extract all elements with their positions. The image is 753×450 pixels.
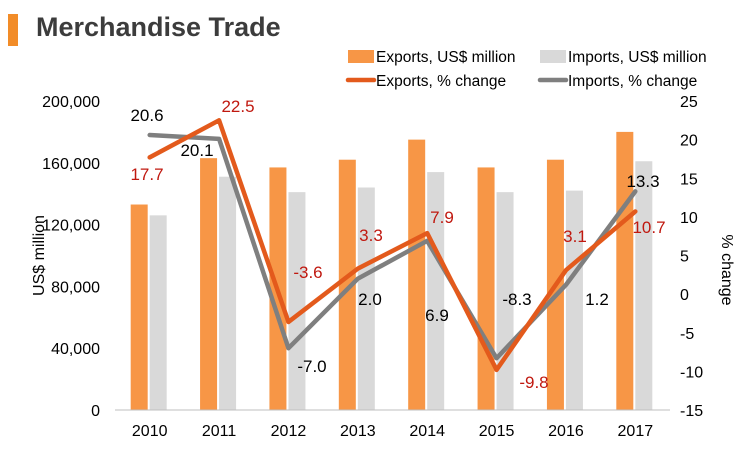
exports-change-data-label: 10.7: [632, 218, 665, 237]
legend-label: Imports, % change: [568, 73, 697, 90]
exports-change-data-label: 7.9: [430, 208, 454, 227]
x-axis-tick-label: 2010: [132, 423, 168, 440]
left-axis-tick-label: 0: [91, 403, 100, 420]
exports-bar: [200, 158, 218, 410]
x-axis-tick-label: 2012: [271, 423, 307, 440]
imports-change-data-label: 6.9: [425, 306, 449, 325]
imports-change-data-label: -8.3: [502, 290, 531, 309]
exports-bar: [338, 159, 356, 410]
exports-change-data-label: 17.7: [130, 165, 163, 184]
imports-change-line: [147, 132, 638, 361]
left-axis-title: US$ million: [31, 215, 48, 296]
right-axis-tick-label: -10: [680, 364, 703, 381]
legend-swatch: [348, 50, 374, 63]
x-axis-tick-label: 2017: [618, 423, 654, 440]
imports-bar: [427, 172, 445, 410]
right-axis-tick-label: 10: [680, 210, 698, 227]
exports-change-data-label: 22.5: [221, 97, 254, 116]
imports-bar: [357, 187, 375, 410]
exports-bar: [130, 204, 148, 410]
imports-change-data-label: 2.0: [358, 290, 382, 309]
x-axis-tick-label: 2014: [409, 423, 445, 440]
imports-change-data-label: 13.3: [626, 172, 659, 191]
exports-change-data-label: -9.8: [519, 373, 548, 392]
right-axis-tick-label: 20: [680, 133, 698, 150]
left-axis-tick-label: 120,000: [42, 218, 100, 235]
imports-change-data-label: 20.6: [130, 106, 163, 125]
right-axis-tick-label: 5: [680, 249, 689, 266]
imports-change-data-label: -7.0: [297, 357, 326, 376]
x-axis-tick-label: 2013: [340, 423, 376, 440]
right-axis-tick-label: -5: [680, 326, 694, 343]
right-axis-title: % change: [718, 234, 735, 305]
legend-swatch: [540, 50, 566, 63]
imports-bar: [565, 190, 583, 410]
chart-title: Merchandise Trade: [36, 12, 281, 42]
right-axis-tick-label: 25: [680, 94, 698, 111]
right-axis-tick-label: 0: [680, 287, 689, 304]
imports-bar: [288, 192, 306, 410]
left-axis-tick-label: 200,000: [42, 94, 100, 111]
imports-change-data-label: 20.1: [180, 141, 213, 160]
exports-bar: [477, 167, 495, 410]
exports-bar: [408, 139, 426, 410]
exports-change-data-label: 3.1: [563, 227, 587, 246]
left-axis-tick-label: 160,000: [42, 156, 100, 173]
legend-label: Exports, US$ million: [376, 49, 516, 66]
left-axis-tick-label: 40,000: [51, 341, 100, 358]
imports-bar: [219, 176, 237, 410]
title-accent-bar: [8, 14, 18, 46]
x-axis-tick-label: 2015: [479, 423, 515, 440]
left-axis-tick-label: 80,000: [51, 279, 100, 296]
imports-bar: [149, 215, 167, 410]
x-axis-tick-label: 2011: [202, 423, 237, 440]
imports-change-data-label: 1.2: [585, 290, 609, 309]
exports-change-line: [147, 118, 638, 373]
right-axis-tick-label: 15: [680, 171, 698, 188]
imports-bar: [635, 161, 653, 410]
legend-label: Imports, US$ million: [568, 49, 707, 66]
exports-change-data-label: -3.6: [293, 263, 322, 282]
right-axis-tick-label: -15: [680, 403, 703, 420]
exports-change-data-label: 3.3: [359, 226, 383, 245]
legend-label: Exports, % change: [376, 73, 506, 90]
x-axis-tick-label: 2016: [548, 423, 584, 440]
